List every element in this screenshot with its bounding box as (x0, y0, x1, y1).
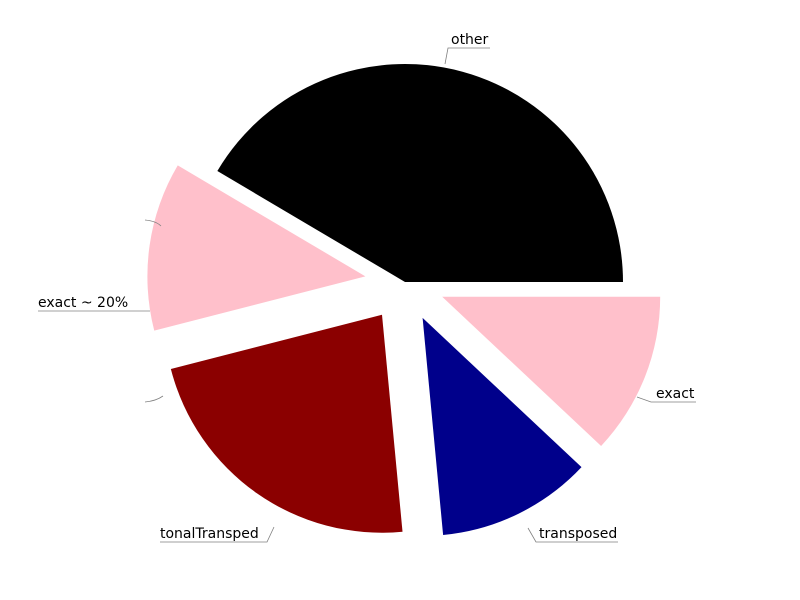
leader-line-transposed (527, 527, 618, 543)
slice-label-other: other (451, 32, 489, 48)
pie-slice-exact-20 (147, 165, 366, 331)
leader-tick-top (144, 219, 162, 227)
slice-label-exact: exact (656, 386, 695, 402)
leader-tick-bottom (144, 395, 164, 403)
leader-line-tonaltransped (160, 526, 275, 543)
pie-slices (147, 63, 661, 535)
leader-line-exact (636, 396, 696, 403)
pie-slice-tonaltransped (170, 314, 403, 533)
pie-slice-exact (442, 296, 661, 446)
slice-label-tonaltransped: tonalTransped (160, 526, 259, 542)
pie-slice-transposed (422, 317, 582, 535)
slice-label-exact-20: exact ~ 20% (38, 295, 128, 311)
leader-line-other (444, 47, 490, 65)
slice-label-transposed: transposed (539, 526, 617, 542)
pie-labels: other exact ~ 20% tonalTransped transpos… (38, 32, 696, 543)
pie-slice-other (217, 63, 624, 282)
